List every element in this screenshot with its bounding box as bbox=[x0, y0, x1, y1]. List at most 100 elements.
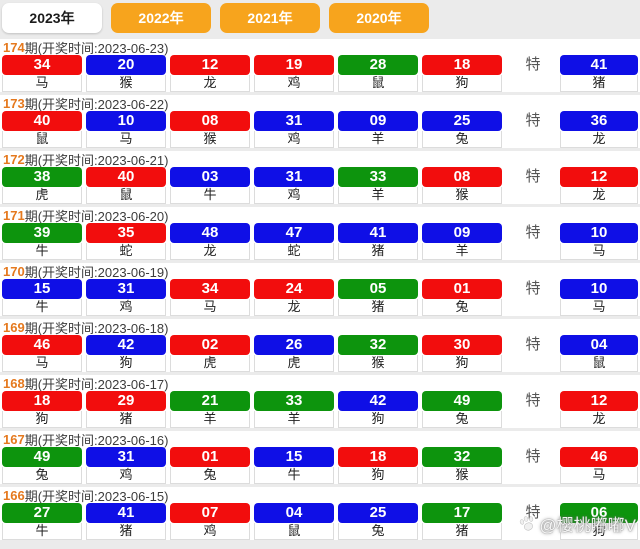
ball-number: 48 bbox=[170, 223, 250, 243]
draw-result-row: 173 期(开奖时间:2023-06-22) 40 鼠 10 马 08 猴 31 鸡 09 羊 25 兔… bbox=[0, 95, 640, 148]
ball-number: 42 bbox=[338, 391, 418, 411]
ball-number: 31 bbox=[86, 447, 166, 467]
period-number: 166 bbox=[3, 487, 25, 503]
ball: 17 猪 bbox=[422, 503, 502, 540]
ball-number: 31 bbox=[86, 279, 166, 299]
ball: 07 鸡 bbox=[170, 503, 250, 540]
ball-zodiac: 马 bbox=[560, 243, 638, 260]
ball-zodiac: 猪 bbox=[86, 523, 166, 540]
ball-number: 12 bbox=[560, 167, 638, 187]
ball: 41 猪 bbox=[338, 223, 418, 260]
ball-number: 32 bbox=[422, 447, 502, 467]
ball-number: 15 bbox=[254, 447, 334, 467]
ball: 33 羊 bbox=[338, 167, 418, 204]
ball: 25 兔 bbox=[422, 111, 502, 148]
ball-number: 34 bbox=[170, 279, 250, 299]
ball-number: 47 bbox=[254, 223, 334, 243]
ball-zodiac: 兔 bbox=[422, 131, 502, 148]
draw-time: 期(开奖时间:2023-06-19) bbox=[24, 264, 169, 280]
ball-number: 40 bbox=[86, 167, 166, 187]
ball-zodiac: 兔 bbox=[2, 467, 82, 484]
ball: 32 猴 bbox=[338, 335, 418, 372]
ball: 31 鸡 bbox=[254, 167, 334, 204]
ball-zodiac: 虎 bbox=[2, 187, 82, 204]
ball-zodiac: 牛 bbox=[2, 523, 82, 540]
ball-number: 49 bbox=[2, 447, 82, 467]
special-ball: 12 龙 bbox=[560, 167, 638, 204]
ball-number: 28 bbox=[338, 55, 418, 75]
ball-number: 04 bbox=[560, 335, 638, 355]
ball-number: 41 bbox=[86, 503, 166, 523]
special-label: 特 bbox=[525, 504, 541, 521]
ball-zodiac: 鼠 bbox=[2, 131, 82, 148]
ball-zodiac: 鸡 bbox=[170, 523, 250, 540]
ball-zodiac: 猴 bbox=[422, 467, 502, 484]
ball-zodiac: 狗 bbox=[338, 411, 418, 428]
ball: 09 羊 bbox=[338, 111, 418, 148]
ball: 12 龙 bbox=[170, 55, 250, 92]
ball-zodiac: 猴 bbox=[422, 187, 502, 204]
ball-number: 29 bbox=[86, 391, 166, 411]
ball-zodiac: 马 bbox=[170, 299, 250, 316]
ball: 33 羊 bbox=[254, 391, 334, 428]
ball-number: 12 bbox=[560, 391, 638, 411]
ball-zodiac: 鼠 bbox=[254, 523, 334, 540]
ball-number: 31 bbox=[254, 167, 334, 187]
tab-year-2021[interactable]: 2021年 bbox=[220, 3, 320, 33]
ball-number: 18 bbox=[2, 391, 82, 411]
ball-zodiac: 狗 bbox=[422, 355, 502, 372]
ball-zodiac: 狗 bbox=[86, 355, 166, 372]
ball-zodiac: 马 bbox=[560, 467, 638, 484]
ball-zodiac: 兔 bbox=[338, 523, 418, 540]
ball-number: 27 bbox=[2, 503, 82, 523]
ball-number: 21 bbox=[170, 391, 250, 411]
special-label: 特 bbox=[525, 280, 541, 297]
special-label: 特 bbox=[525, 112, 541, 129]
ball-zodiac: 兔 bbox=[170, 467, 250, 484]
draw-header: 169 期(开奖时间:2023-06-18) bbox=[0, 319, 640, 336]
ball-number: 38 bbox=[2, 167, 82, 187]
draw-time: 期(开奖时间:2023-06-21) bbox=[24, 152, 169, 168]
ball-number: 02 bbox=[170, 335, 250, 355]
balls-row: 18 狗 29 猪 21 羊 33 羊 42 狗 49 兔特 12 龙 bbox=[0, 391, 640, 428]
tab-year-2020[interactable]: 2020年 bbox=[329, 3, 429, 33]
ball-zodiac: 鼠 bbox=[338, 75, 418, 92]
draw-result-row: 171 期(开奖时间:2023-06-20) 39 牛 35 蛇 48 龙 47 蛇 41 猪 09 羊… bbox=[0, 207, 640, 260]
ball-zodiac: 猪 bbox=[338, 243, 418, 260]
ball-zodiac: 牛 bbox=[2, 243, 82, 260]
draw-result-row: 170 期(开奖时间:2023-06-19) 15 牛 31 鸡 34 马 24 龙 05 猪 01 兔… bbox=[0, 263, 640, 316]
draw-result-row: 167 期(开奖时间:2023-06-16) 49 兔 31 鸡 01 兔 15 牛 18 狗 32 猴… bbox=[0, 431, 640, 484]
ball: 24 龙 bbox=[254, 279, 334, 316]
ball-zodiac: 鼠 bbox=[86, 187, 166, 204]
ball: 19 鸡 bbox=[254, 55, 334, 92]
ball: 26 虎 bbox=[254, 335, 334, 372]
tab-year-2023[interactable]: 2023年 bbox=[2, 3, 102, 33]
balls-row: 27 牛 41 猪 07 鸡 04 鼠 25 兔 17 猪特 06 狗 bbox=[0, 503, 640, 540]
ball-number: 12 bbox=[170, 55, 250, 75]
ball-zodiac: 狗 bbox=[560, 523, 638, 540]
draw-result-row: 169 期(开奖时间:2023-06-18) 46 马 42 狗 02 虎 26 虎 32 猴 30 狗… bbox=[0, 319, 640, 372]
ball: 08 猴 bbox=[422, 167, 502, 204]
ball-number: 46 bbox=[2, 335, 82, 355]
ball: 32 猴 bbox=[422, 447, 502, 484]
ball-number: 40 bbox=[2, 111, 82, 131]
tab-year-2022[interactable]: 2022年 bbox=[111, 3, 211, 33]
ball: 21 羊 bbox=[170, 391, 250, 428]
ball: 08 猴 bbox=[170, 111, 250, 148]
ball-zodiac: 鸡 bbox=[254, 75, 334, 92]
ball-zodiac: 猴 bbox=[86, 75, 166, 92]
period-number: 174 bbox=[3, 39, 25, 55]
ball: 31 鸡 bbox=[86, 279, 166, 316]
special-ball: 12 龙 bbox=[560, 391, 638, 428]
ball-zodiac: 兔 bbox=[422, 299, 502, 316]
period-number: 170 bbox=[3, 263, 25, 279]
draw-time: 期(开奖时间:2023-06-23) bbox=[24, 40, 169, 56]
draw-header: 170 期(开奖时间:2023-06-19) bbox=[0, 263, 640, 280]
ball-number: 09 bbox=[338, 111, 418, 131]
ball-zodiac: 牛 bbox=[2, 299, 82, 316]
balls-row: 34 马 20 猴 12 龙 19 鸡 28 鼠 18 狗 特 41 猪 bbox=[0, 55, 640, 92]
ball: 49 兔 bbox=[2, 447, 82, 484]
ball: 40 鼠 bbox=[2, 111, 82, 148]
ball-number: 08 bbox=[170, 111, 250, 131]
ball: 15 牛 bbox=[254, 447, 334, 484]
